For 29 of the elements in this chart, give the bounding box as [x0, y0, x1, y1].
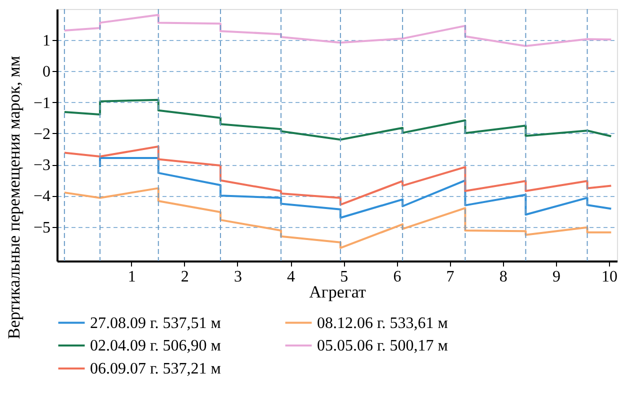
line-series: [63, 146, 612, 206]
x-tick-label: 10: [602, 268, 618, 286]
y-tick-label: −4: [33, 188, 50, 206]
x-tick-label: 6: [393, 268, 402, 286]
x-tick-label: 4: [287, 268, 296, 286]
x-tick-label: 5: [340, 268, 348, 286]
line-series: [98, 157, 612, 219]
legend-label: 27.08.09 г. 537,51 м: [90, 314, 221, 332]
legend-label: 08.12.06 г. 533,61 м: [317, 314, 448, 332]
y-axis-title: Вертикальные перемещения марок, мм: [4, 56, 24, 340]
x-tick-label: 8: [499, 268, 508, 286]
x-tick-label: 7: [446, 268, 454, 286]
legend-label: 05.05.06 г. 500,17 м: [317, 338, 448, 354]
x-axis-title: Агрегат: [309, 282, 366, 302]
legend-label: 02.04.09 г. 506,90 м: [90, 338, 221, 354]
y-tick-label: −3: [33, 157, 50, 174]
x-tick-label: 3: [234, 268, 242, 286]
y-tick-label: 0: [42, 64, 50, 81]
legend-label: 06.09.07 г. 537,21 м: [90, 360, 221, 378]
y-tick-label: −5: [33, 219, 50, 236]
y-tick-label: 1: [42, 32, 50, 50]
line-series: [63, 98, 612, 141]
x-tick-label: 2: [180, 268, 189, 286]
x-tick-label: 9: [552, 268, 560, 286]
y-tick-label: −2: [33, 126, 50, 143]
x-tick-label: 1: [128, 268, 136, 286]
y-tick-label: −1: [33, 94, 50, 112]
line-series: [63, 187, 612, 249]
line-series: [63, 14, 612, 48]
